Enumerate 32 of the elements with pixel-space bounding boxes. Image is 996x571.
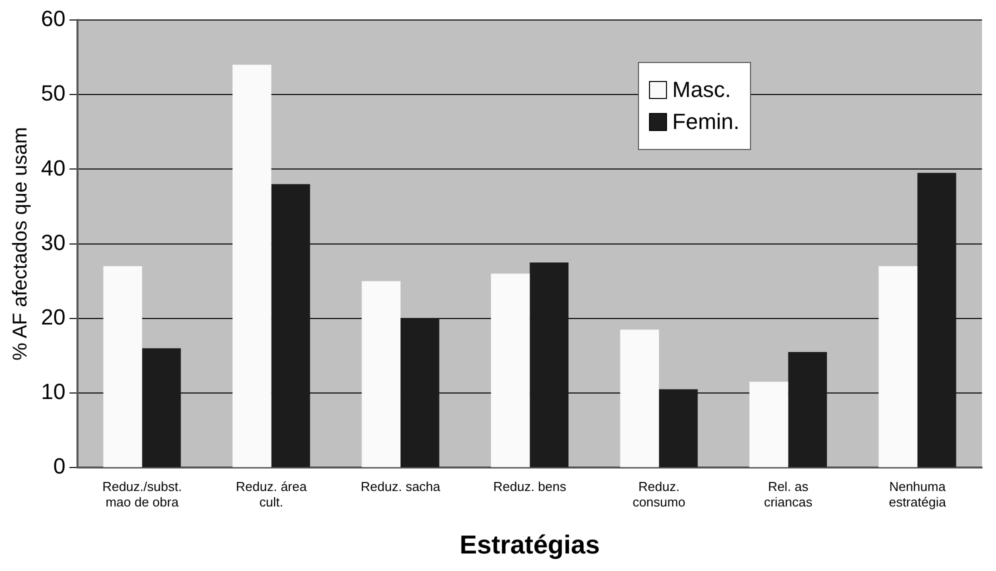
bar [620,330,659,468]
y-tick-label: 60 [40,6,66,32]
y-tick-label: 10 [40,379,66,404]
bar [878,266,918,468]
y-tick-label: 20 [40,304,66,330]
bar [530,262,568,468]
x-tick-label: Reduz. sacha [360,478,442,494]
y-tick-label: 40 [40,155,66,180]
bar [271,184,310,468]
x-axis-title: Estratégias [460,530,600,560]
bar [658,389,698,468]
x-tick-label: Rel. as criancas [764,478,813,510]
x-tick-label: Reduz. bens [493,478,567,494]
y-tick-label: 30 [40,230,66,255]
legend-label: Femin. [672,109,740,135]
bar [142,348,181,468]
x-tick-label: Reduz./subst. mao de obra [102,478,182,510]
bar [400,318,440,468]
bar [490,274,530,468]
bar [749,382,788,468]
bar [232,64,272,468]
x-tick-label: Reduz. área cult. [236,478,308,510]
y-tick-label: 50 [40,80,66,106]
x-tick-label: Reduz. consumo [632,478,686,510]
x-tick-label: Nenhuma estratégia [888,478,947,510]
bar [103,266,142,468]
bar [788,352,827,468]
y-tick-label: 0 [53,454,66,479]
legend-label: Masc. [672,77,731,103]
y-axis-title: % AF afectados que usam [10,127,32,361]
bar [362,281,401,468]
bar [917,172,956,468]
